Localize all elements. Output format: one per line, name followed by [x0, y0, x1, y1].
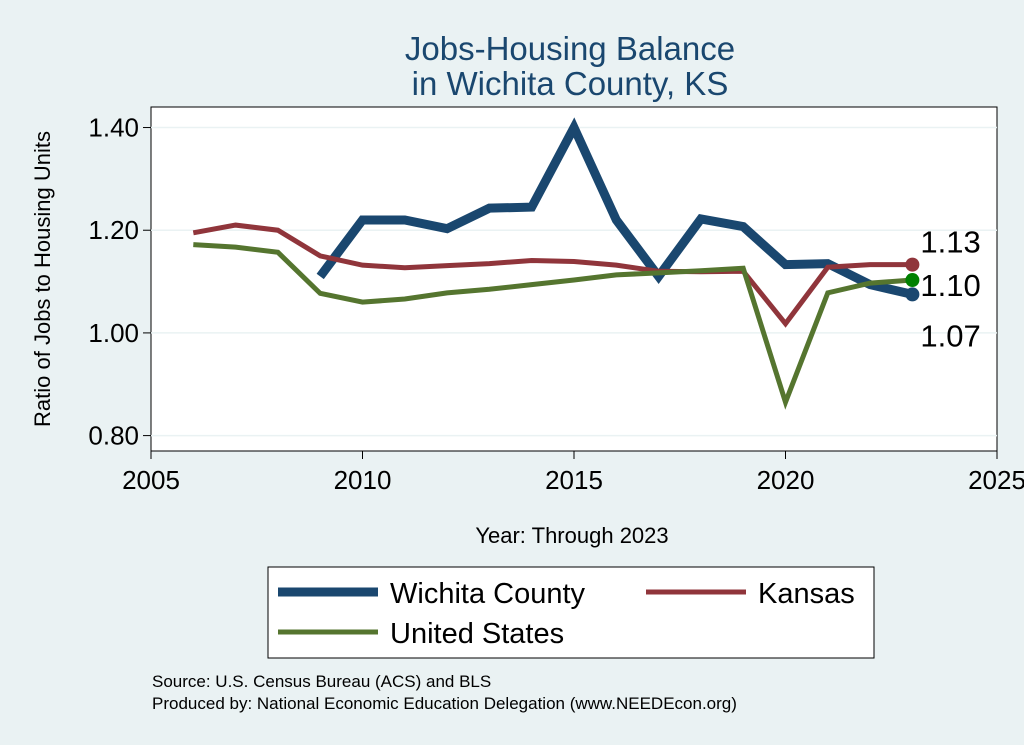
legend-label-kansas: Kansas: [758, 578, 855, 610]
legend-box: [267, 566, 875, 659]
end-markers: [905, 257, 920, 302]
end-labels: 1.07 1.13 1.10: [920, 225, 980, 354]
chart-title: Jobs-Housing Balance in Wichita County, …: [405, 30, 735, 102]
source-note: Source: U.S. Census Bureau (ACS) and BLS…: [152, 672, 737, 713]
x-axis-ticks: 2005 2010 2015 2020 2025: [122, 451, 1024, 495]
y-tick-label: 0.80: [88, 421, 139, 451]
y-tick-label: 1.40: [88, 113, 139, 143]
x-tick-label: 2025: [968, 465, 1024, 495]
end-label-kansas: 1.13: [920, 225, 980, 260]
chart-title-line-2: in Wichita County, KS: [412, 65, 729, 102]
legend-label-united-states: United States: [390, 618, 564, 650]
x-tick-label: 2020: [757, 465, 815, 495]
legend-label-wichita-county: Wichita County: [390, 578, 586, 610]
chart-title-line-1: Jobs-Housing Balance: [405, 30, 735, 67]
y-axis-ticks: 0.80 1.00 1.20 1.40: [88, 113, 151, 451]
x-axis-title: Year: Through 2023: [475, 523, 668, 548]
y-tick-label: 1.00: [88, 318, 139, 348]
series-lines: [192, 117, 914, 410]
y-axis-title: Ratio of Jobs to Housing Units: [30, 131, 55, 427]
y-tick-label: 1.20: [88, 215, 139, 245]
source-line-2: Produced by: National Economic Education…: [152, 694, 737, 713]
series-line-united-states: [193, 242, 913, 410]
x-tick-label: 2005: [122, 465, 180, 495]
end-marker-kansas: [905, 257, 920, 272]
end-label-wichita-county: 1.07: [920, 318, 980, 353]
source-line-1: Source: U.S. Census Bureau (ACS) and BLS: [152, 672, 491, 691]
end-marker-wichita-county: [905, 287, 920, 302]
x-tick-label: 2015: [545, 465, 603, 495]
end-label-united-states: 1.10: [920, 268, 980, 303]
series-line-kansas: [192, 222, 913, 328]
end-marker-united-states: [905, 273, 920, 288]
series-line-wichita-county: [316, 117, 914, 299]
x-tick-label: 2010: [334, 465, 392, 495]
legend: Wichita County Kansas United States: [267, 566, 875, 659]
